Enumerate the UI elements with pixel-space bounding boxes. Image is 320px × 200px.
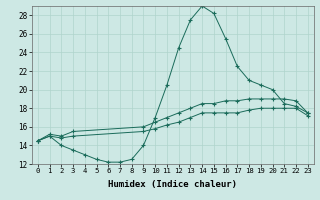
X-axis label: Humidex (Indice chaleur): Humidex (Indice chaleur) <box>108 180 237 189</box>
